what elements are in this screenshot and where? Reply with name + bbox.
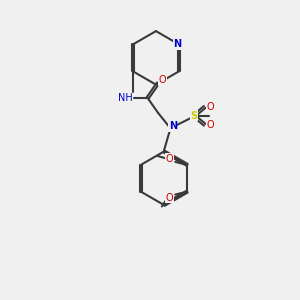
Text: N: N [174, 40, 182, 50]
Text: O: O [159, 75, 166, 85]
Text: S: S [190, 111, 197, 121]
Text: NH: NH [118, 93, 133, 103]
Text: O: O [206, 120, 214, 130]
Text: O: O [206, 102, 214, 112]
Text: O: O [166, 154, 173, 164]
Text: N: N [169, 121, 177, 131]
Text: O: O [166, 193, 173, 202]
